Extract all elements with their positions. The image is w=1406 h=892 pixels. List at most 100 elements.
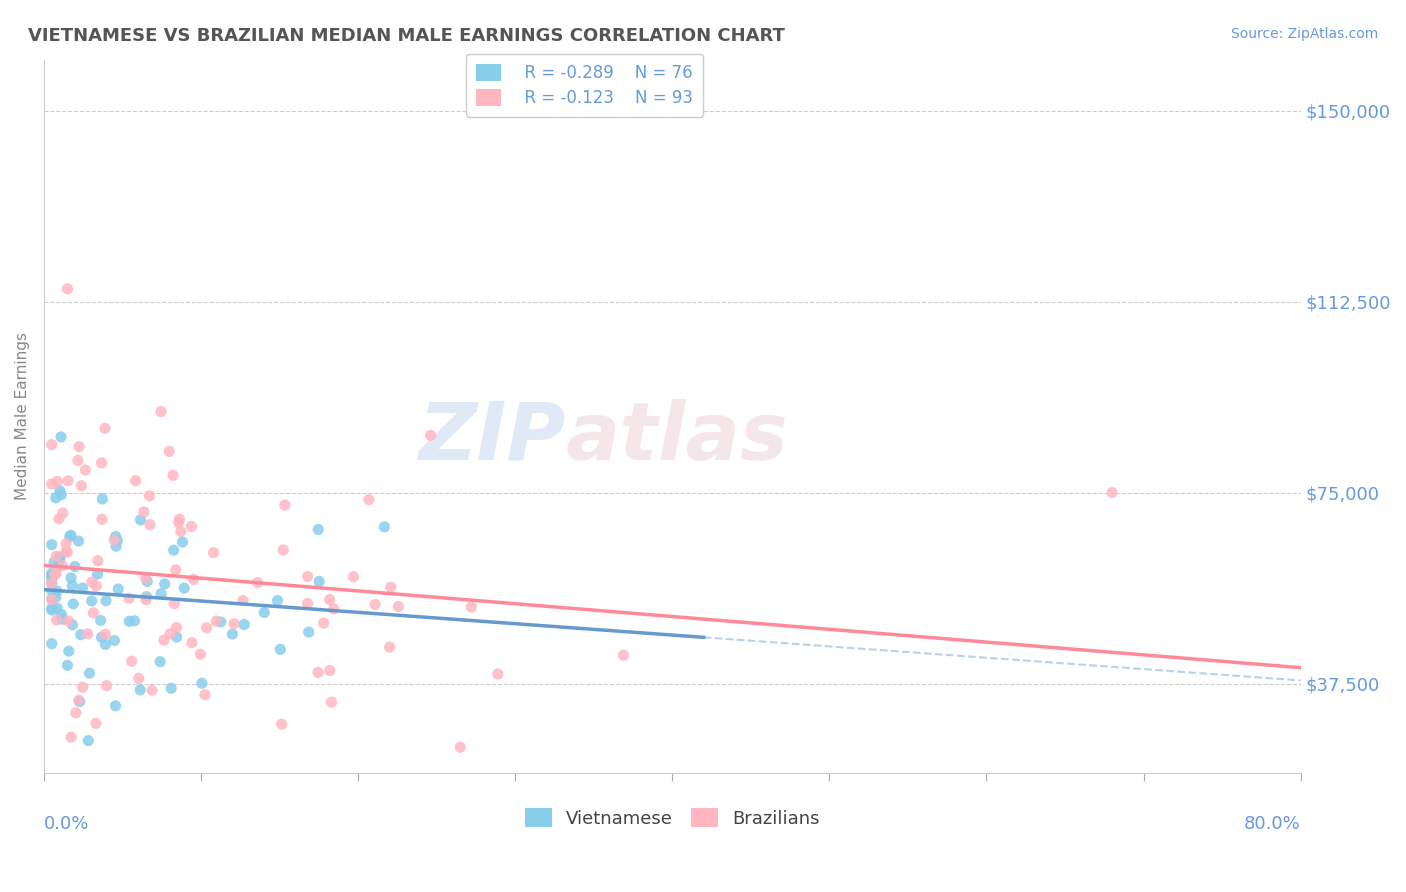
Point — [135, 571, 157, 585]
Point — [419, 428, 441, 442]
Point — [87, 554, 110, 568]
Point — [48, 554, 70, 568]
Point — [41, 576, 63, 591]
Point — [128, 672, 150, 686]
Point — [48, 512, 70, 526]
Point — [75, 463, 97, 477]
Point — [387, 599, 409, 614]
Point — [58, 644, 80, 658]
Point — [153, 577, 176, 591]
Point — [91, 491, 114, 506]
Point — [378, 640, 401, 654]
Point — [90, 614, 112, 628]
Point — [163, 543, 186, 558]
Point — [69, 628, 91, 642]
Point — [194, 688, 217, 702]
Point — [138, 489, 160, 503]
Point — [449, 740, 471, 755]
Point — [51, 558, 73, 573]
Point — [298, 625, 321, 640]
Point — [69, 695, 91, 709]
Point — [41, 603, 63, 617]
Point — [118, 591, 141, 606]
Point — [318, 592, 340, 607]
Point — [52, 612, 75, 626]
Point — [162, 468, 184, 483]
Point — [67, 693, 90, 707]
Point — [56, 545, 79, 559]
Point — [90, 630, 112, 644]
Point — [104, 529, 127, 543]
Point — [224, 616, 246, 631]
Point — [165, 563, 187, 577]
Point — [94, 637, 117, 651]
Point — [58, 614, 80, 628]
Point — [486, 667, 509, 681]
Point — [62, 617, 84, 632]
Point — [67, 534, 90, 549]
Point — [55, 545, 77, 559]
Point — [121, 654, 143, 668]
Point — [105, 533, 128, 548]
Point — [59, 530, 82, 544]
Point — [60, 730, 83, 744]
Point — [172, 535, 194, 549]
Point — [49, 550, 72, 565]
Point — [41, 538, 63, 552]
Point — [80, 575, 103, 590]
Point — [269, 642, 291, 657]
Point — [322, 602, 344, 616]
Point — [103, 633, 125, 648]
Point — [45, 591, 67, 605]
Point — [72, 681, 94, 695]
Point — [166, 621, 188, 635]
Point — [63, 559, 86, 574]
Point — [49, 483, 72, 498]
Point — [46, 475, 69, 489]
Point — [41, 572, 63, 586]
Point — [46, 584, 69, 599]
Point — [72, 581, 94, 595]
Point — [364, 598, 387, 612]
Point — [153, 633, 176, 648]
Point — [183, 573, 205, 587]
Text: VIETNAMESE VS BRAZILIAN MEDIAN MALE EARNINGS CORRELATION CHART: VIETNAMESE VS BRAZILIAN MEDIAN MALE EARN… — [28, 27, 785, 45]
Point — [150, 587, 173, 601]
Point — [45, 491, 67, 505]
Point — [209, 615, 232, 629]
Point — [41, 477, 63, 491]
Point — [118, 614, 141, 628]
Point — [55, 537, 77, 551]
Point — [136, 574, 159, 589]
Point — [66, 453, 89, 467]
Text: atlas: atlas — [565, 399, 789, 476]
Point — [266, 593, 288, 607]
Point — [52, 506, 75, 520]
Point — [157, 444, 180, 458]
Point — [139, 517, 162, 532]
Point — [77, 733, 100, 747]
Point — [246, 575, 269, 590]
Point — [41, 601, 63, 615]
Point — [41, 568, 63, 582]
Point — [51, 488, 73, 502]
Point — [56, 282, 79, 296]
Point — [60, 579, 83, 593]
Point — [48, 552, 70, 566]
Point — [135, 590, 157, 604]
Y-axis label: Median Male Earnings: Median Male Earnings — [15, 332, 30, 500]
Point — [56, 474, 79, 488]
Point — [41, 637, 63, 651]
Point — [46, 601, 69, 615]
Point — [91, 512, 114, 526]
Point — [274, 498, 297, 512]
Point — [190, 647, 212, 661]
Point — [41, 437, 63, 451]
Point — [149, 655, 172, 669]
Point — [62, 597, 84, 611]
Text: Source: ZipAtlas.com: Source: ZipAtlas.com — [1230, 27, 1378, 41]
Point — [45, 613, 67, 627]
Point — [105, 539, 128, 553]
Point — [307, 523, 329, 537]
Point — [79, 666, 101, 681]
